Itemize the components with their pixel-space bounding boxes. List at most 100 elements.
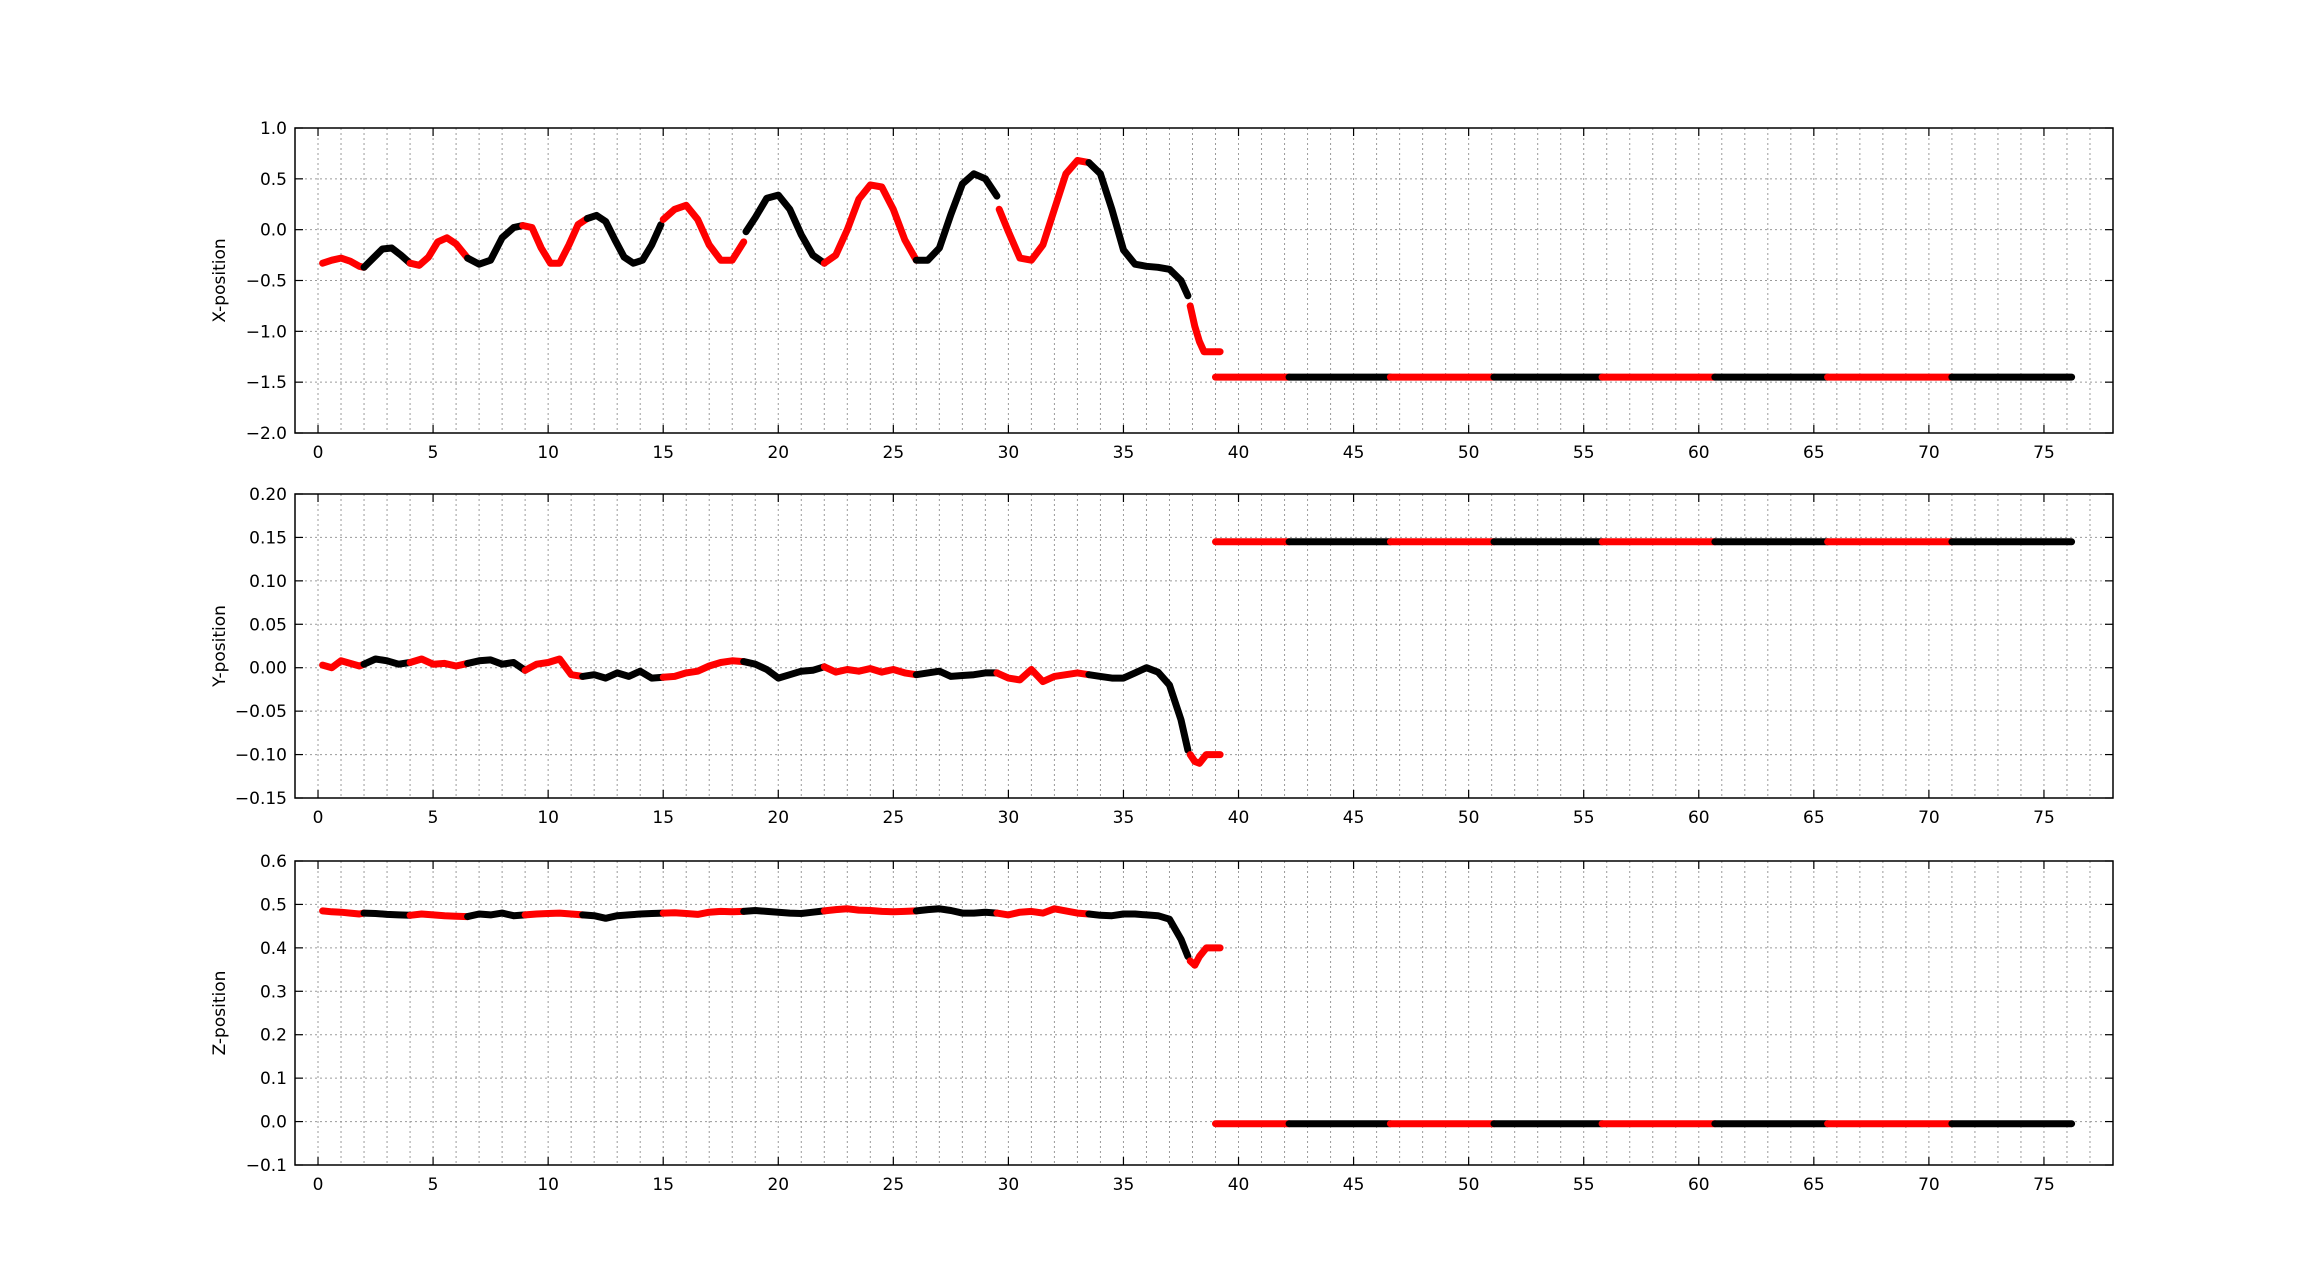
- x-tick-label: 75: [2033, 808, 2055, 828]
- x-tick-label: 55: [1573, 443, 1595, 463]
- x-tick-label: 40: [1228, 443, 1250, 463]
- data-series: [360, 655, 414, 668]
- y-tick-label: 0.1: [260, 1069, 287, 1089]
- y-tick-label: 0.0: [260, 221, 287, 241]
- y-tick-label: 0.5: [260, 170, 287, 190]
- subplot-x-position: 0 5 10 15 20 25 30 35 40 45 50 55 60 65 70 75 −2.0 −1.5 −1…: [210, 119, 2114, 463]
- data-series: [1085, 159, 1192, 300]
- x-tick-label: 45: [1343, 1175, 1365, 1195]
- x-tick-label: 25: [883, 1175, 905, 1195]
- x-tick-label: 45: [1343, 808, 1365, 828]
- data-series: [521, 655, 587, 680]
- data-series: [1186, 751, 1224, 767]
- data-series: [319, 907, 368, 918]
- x-tick-label: 35: [1113, 808, 1135, 828]
- data-series: [464, 909, 529, 921]
- y-axis-label-x-position: X-position: [210, 238, 230, 322]
- x-tick-label: 50: [1458, 808, 1480, 828]
- data-series: [519, 215, 591, 267]
- x-tick-label: 0: [313, 1175, 324, 1195]
- x-tick-label: 5: [428, 1175, 439, 1195]
- data-series: [464, 222, 527, 268]
- data-series: [912, 667, 1001, 680]
- x-tick-label: 70: [1918, 1175, 1940, 1195]
- x-tick-label: 10: [537, 808, 559, 828]
- data-series: [406, 910, 472, 921]
- x-tick-label: 70: [1918, 443, 1940, 463]
- data-series: [319, 254, 368, 271]
- y-tick-label: −0.10: [235, 746, 287, 766]
- x-tick-label: 25: [883, 808, 905, 828]
- x-tick-label: 5: [428, 443, 439, 463]
- axes-frame: [294, 493, 2114, 799]
- data-series: [464, 656, 529, 674]
- data-series: [583, 211, 665, 267]
- x-tick-label: 30: [998, 808, 1020, 828]
- data-series: [1085, 664, 1192, 754]
- y-tick-label: 0.2: [260, 1026, 287, 1046]
- x-tick-label: 35: [1113, 1175, 1135, 1195]
- data-series: [406, 234, 472, 269]
- x-tick-label: 30: [998, 1175, 1020, 1195]
- data-series: [740, 907, 828, 917]
- x-tick-label: 5: [428, 808, 439, 828]
- y-tick-label: 1.0: [260, 119, 287, 139]
- data-series: [579, 667, 667, 682]
- x-tick-label: 65: [1803, 1175, 1825, 1195]
- x-tick-label: 45: [1343, 443, 1365, 463]
- data-series: [912, 170, 1001, 264]
- x-tick-label: 60: [1688, 443, 1710, 463]
- x-tick-label: 50: [1458, 1175, 1480, 1195]
- subplot-z-position: 0 5 10 15 20 25 30 35 40 45 50 55 60 65 70 75 −0.1 0.0 0.1…: [210, 852, 2114, 1195]
- y-tick-label: 0.05: [249, 615, 287, 635]
- x-tick-label: 35: [1113, 443, 1135, 463]
- x-tick-label: 15: [652, 1175, 674, 1195]
- x-tick-label: 30: [998, 443, 1020, 463]
- x-tick-label: 20: [767, 1175, 789, 1195]
- x-tick-label: 25: [883, 443, 905, 463]
- y-tick-label: −0.1: [246, 1156, 287, 1176]
- y-tick-label: −1.0: [246, 322, 287, 342]
- data-series: [521, 909, 587, 919]
- data-series: [912, 905, 1001, 917]
- y-tick-label: 0.5: [260, 895, 287, 915]
- y-tick-label: −0.5: [246, 272, 287, 292]
- x-tick-label: 65: [1803, 808, 1825, 828]
- x-tick-label: 70: [1918, 808, 1940, 828]
- x-tick-label: 60: [1688, 808, 1710, 828]
- data-series: [993, 905, 1093, 919]
- y-tick-label: −0.05: [235, 702, 287, 722]
- y-tick-label: 0.00: [249, 659, 287, 679]
- data-series: [360, 244, 414, 271]
- data-series: [360, 909, 414, 919]
- x-tick-label: 10: [537, 443, 559, 463]
- y-tick-label: 0.0: [260, 1113, 287, 1133]
- data-series: [406, 655, 472, 670]
- data-series: [659, 907, 748, 918]
- x-tick-label: 20: [767, 808, 789, 828]
- y-tick-label: 0.6: [260, 852, 287, 872]
- x-tick-label: 55: [1573, 808, 1595, 828]
- y-tick-label: −1.5: [246, 373, 287, 393]
- y-tick-label: 0.15: [249, 528, 287, 548]
- data-series: [820, 663, 920, 679]
- x-tick-label: 15: [652, 443, 674, 463]
- x-tick-label: 55: [1573, 1175, 1595, 1195]
- x-tick-label: 75: [2033, 1175, 2055, 1195]
- data-series: [659, 201, 748, 264]
- y-tick-label: 0.20: [249, 485, 287, 505]
- y-tick-label: −0.15: [235, 789, 287, 809]
- y-tick-label: −2.0: [246, 424, 287, 444]
- y-axis-label-y-position: Y-position: [210, 605, 230, 688]
- x-tick-label: 50: [1458, 443, 1480, 463]
- x-tick-label: 40: [1228, 808, 1250, 828]
- data-series: [995, 157, 1093, 264]
- x-tick-label: 40: [1228, 1175, 1250, 1195]
- axes-frame: [294, 860, 2114, 1166]
- data-series: [1186, 302, 1224, 356]
- data-series: [659, 657, 748, 681]
- y-tick-label: 0.10: [249, 572, 287, 592]
- data-series: [319, 657, 368, 672]
- data-series: [1085, 910, 1192, 960]
